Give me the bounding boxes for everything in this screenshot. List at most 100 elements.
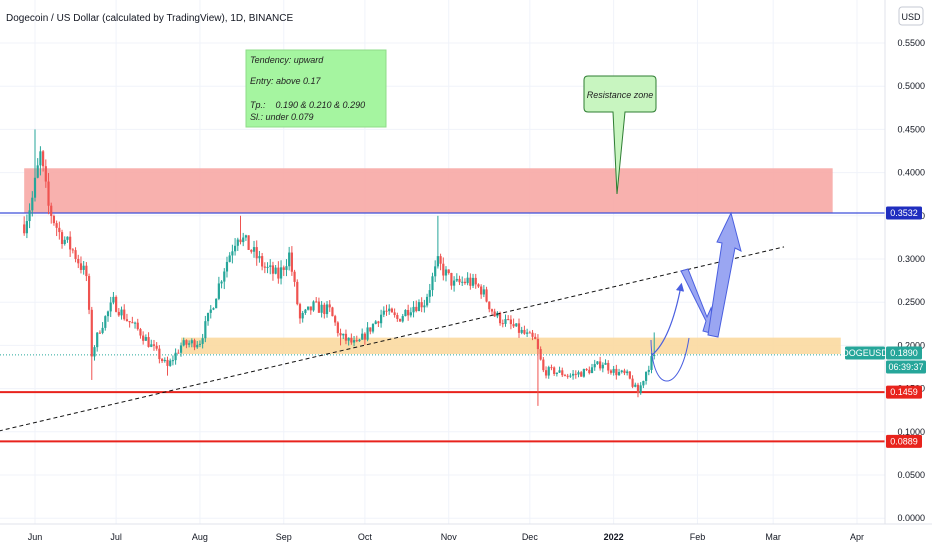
candle [328, 300, 331, 312]
candle-body [580, 372, 583, 377]
candle [544, 366, 548, 379]
candle [331, 306, 334, 317]
candle [301, 310, 304, 323]
candle [653, 332, 656, 360]
candle-body [171, 360, 175, 362]
candle-body [523, 329, 526, 334]
candle [131, 316, 134, 324]
candle [577, 370, 580, 378]
candle [115, 295, 118, 313]
candle [28, 203, 31, 229]
candle-body [485, 289, 488, 302]
candle [428, 283, 431, 303]
candle-body [39, 151, 42, 166]
candle [123, 304, 126, 321]
candle [371, 323, 375, 334]
candle-body [79, 263, 83, 270]
candle [404, 309, 407, 317]
candle-body [628, 371, 631, 379]
candle-body [312, 301, 315, 311]
candle [631, 375, 634, 389]
candle [523, 325, 526, 335]
candle [574, 370, 577, 379]
candle [596, 361, 599, 365]
candle-body [620, 370, 623, 373]
candle [52, 214, 56, 226]
candle [58, 221, 61, 240]
candle [152, 339, 156, 351]
candle [177, 349, 180, 354]
candle-body [104, 316, 107, 328]
candle-body [371, 323, 375, 332]
candle [244, 234, 248, 241]
annotation-line-3: Tp.: 0.190 & 0.210 & 0.290 [250, 100, 365, 110]
candle [539, 346, 542, 361]
candle [420, 297, 423, 313]
candle [425, 293, 429, 308]
candle [44, 159, 47, 188]
candle-body [626, 371, 629, 374]
candle-body [366, 327, 369, 340]
candle [571, 370, 575, 380]
candle [204, 315, 207, 343]
candle-body [60, 232, 64, 244]
candle-body [582, 369, 586, 377]
candle-body [515, 323, 518, 327]
candle [271, 261, 275, 281]
grid-lines [0, 0, 885, 524]
candle [236, 237, 239, 251]
annotation-line-1: Tendency: upward [250, 55, 324, 65]
time-axis[interactable]: Jun Jul Aug Sep Oct Nov Dec 2022 Feb Mar Apr [0, 523, 932, 542]
candle [31, 191, 34, 217]
candle-body [434, 266, 437, 277]
candle [636, 382, 640, 398]
candle-body [201, 338, 204, 344]
currency-button-bg [898, 6, 924, 26]
candle-body [636, 384, 640, 394]
candle-body [653, 354, 656, 357]
candle [650, 352, 653, 374]
x-tick-label: Dec [522, 532, 539, 542]
candle [188, 340, 191, 348]
candle-body [344, 333, 348, 341]
candle-body [125, 319, 129, 321]
candle-body [471, 277, 475, 286]
resistance-callout[interactable]: Resistance zone [583, 75, 657, 195]
candle [504, 314, 507, 327]
candle [396, 312, 399, 322]
candle-body [328, 304, 331, 308]
candle [342, 333, 345, 340]
candle-body [563, 375, 567, 377]
annotation-box[interactable]: Tendency: upward Entry: above 0.17 Tp.: … [245, 49, 387, 128]
candle [147, 332, 150, 348]
candle-body [642, 380, 645, 386]
x-tick-label: Mar [765, 532, 781, 542]
candle [382, 306, 385, 318]
currency-button[interactable]: USD [898, 6, 924, 26]
candle [623, 368, 626, 376]
candle [69, 231, 72, 257]
candle [198, 340, 202, 348]
candle [71, 248, 74, 254]
candle-body [612, 368, 615, 373]
candle-body [342, 333, 345, 336]
candle-body [112, 296, 115, 303]
candle-body [361, 333, 364, 340]
candle [25, 214, 28, 239]
annotation-line-2: Entry: above 0.17 [250, 76, 322, 86]
candle [439, 253, 442, 271]
candle [393, 308, 396, 318]
candle-body [474, 277, 477, 285]
candle [561, 367, 564, 377]
candle [442, 257, 445, 281]
candle [317, 297, 321, 313]
dashed-trendline [0, 246, 785, 432]
candle-body [509, 319, 512, 325]
candle-body [315, 301, 318, 303]
candle-body [166, 359, 169, 366]
candle [466, 272, 469, 286]
candle [501, 319, 504, 328]
price-tag-last-text: 0.1890 [890, 348, 918, 358]
candle-body [109, 302, 112, 312]
